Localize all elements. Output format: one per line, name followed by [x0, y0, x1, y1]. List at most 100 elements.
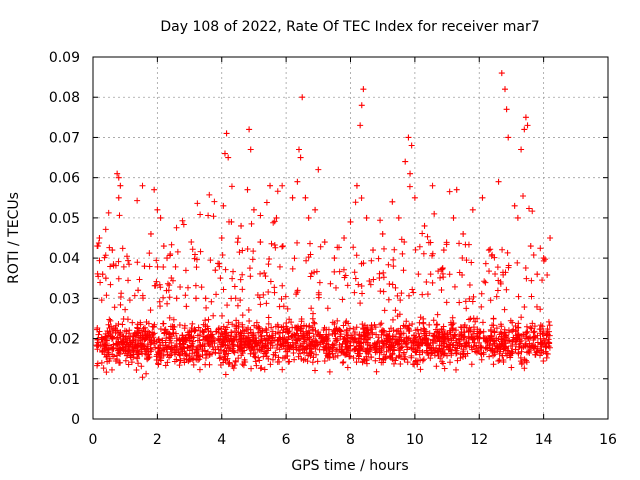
roti-cloud-point	[291, 255, 298, 262]
roti-cloud-point	[229, 275, 236, 282]
roti-cloud-point	[279, 366, 286, 373]
roti-cloud-point	[219, 252, 226, 259]
roti-cloud-point	[395, 340, 402, 347]
roti-cloud-point	[263, 300, 270, 307]
roti-data-point	[407, 170, 414, 177]
roti-data-point	[160, 243, 167, 250]
roti-cloud-point	[403, 318, 410, 325]
roti-cloud-point	[269, 356, 276, 363]
roti-cloud-point	[229, 321, 236, 328]
roti-cloud-point	[273, 345, 280, 352]
roti-cloud-point	[145, 343, 152, 350]
roti-data-point	[495, 178, 502, 185]
roti-cloud-point	[356, 346, 363, 353]
roti-cloud-point	[386, 328, 393, 335]
roti-cloud-point	[456, 336, 463, 343]
roti-cloud-point	[310, 310, 317, 317]
roti-cloud-point	[256, 325, 263, 332]
roti-cloud-point	[342, 319, 349, 326]
roti-cloud-point	[308, 305, 315, 312]
roti-cloud-point	[544, 272, 551, 279]
roti-cloud-point	[479, 319, 486, 326]
roti-cloud-point	[207, 339, 214, 346]
x-tick-label: 6	[282, 432, 291, 448]
roti-cloud-point	[495, 335, 502, 342]
roti-cloud-point	[363, 336, 370, 343]
roti-cloud-point	[408, 352, 415, 359]
roti-cloud-point	[522, 342, 529, 349]
roti-cloud-point	[380, 359, 387, 366]
roti-cloud-point	[335, 244, 342, 251]
roti-cloud-point	[523, 323, 530, 330]
roti-cloud-point	[166, 282, 173, 289]
roti-cloud-point	[215, 260, 222, 267]
roti-cloud-point	[232, 295, 239, 302]
roti-cloud-point	[126, 297, 133, 304]
roti-cloud-point	[202, 317, 209, 324]
y-tick-label: 0.02	[49, 332, 80, 348]
roti-data-point	[315, 166, 322, 173]
roti-cloud-point	[174, 248, 181, 255]
roti-cloud-point	[139, 341, 146, 348]
roti-cloud-point	[239, 323, 246, 330]
roti-cloud-point	[367, 334, 374, 341]
roti-cloud-point	[487, 326, 494, 333]
roti-data-point	[220, 202, 227, 209]
roti-cloud-point	[164, 280, 171, 287]
roti-cloud-point	[412, 246, 419, 253]
roti-cloud-point	[307, 240, 314, 247]
roti-data-point	[522, 114, 529, 121]
roti-cloud-point	[93, 326, 100, 333]
roti-cloud-point	[468, 333, 475, 340]
roti-cloud-point	[155, 335, 162, 342]
roti-cloud-point	[440, 274, 447, 281]
roti-cloud-point	[499, 352, 506, 359]
roti-cloud-point	[217, 336, 224, 343]
roti-cloud-point	[392, 307, 399, 314]
roti-cloud-point	[115, 258, 122, 265]
roti-data-point	[358, 102, 365, 109]
roti-data-point	[223, 130, 230, 137]
roti-cloud-point	[276, 303, 283, 310]
roti-cloud-point	[237, 297, 244, 304]
roti-cloud-point	[110, 353, 117, 360]
roti-cloud-point	[268, 240, 275, 247]
roti-cloud-point	[397, 297, 404, 304]
roti-cloud-point	[158, 357, 165, 364]
roti-cloud-point	[314, 331, 321, 338]
roti-cloud-point	[271, 242, 278, 249]
roti-cloud-point	[122, 357, 129, 364]
roti-cloud-point	[404, 335, 411, 342]
roti-cloud-point	[421, 328, 428, 335]
roti-cloud-point	[246, 317, 253, 324]
roti-cloud-point	[311, 320, 318, 327]
roti-cloud-point	[295, 353, 302, 360]
roti-cloud-point	[331, 268, 338, 275]
roti-data-point	[379, 230, 386, 237]
roti-data-point	[460, 230, 467, 237]
roti-cloud-point	[230, 341, 237, 348]
roti-cloud-point	[441, 334, 448, 341]
roti-cloud-point	[381, 245, 388, 252]
roti-cloud-point	[176, 362, 183, 369]
roti-cloud-point	[220, 286, 227, 293]
roti-cloud-point	[147, 307, 154, 314]
roti-cloud-point	[98, 359, 105, 366]
roti-cloud-point	[502, 332, 509, 339]
roti-cloud-point	[506, 351, 513, 358]
roti-cloud-point	[470, 293, 477, 300]
roti-cloud-point	[424, 233, 431, 240]
roti-data-point	[114, 170, 121, 177]
roti-cloud-point	[173, 356, 180, 363]
roti-cloud-point	[241, 328, 248, 335]
roti-cloud-point	[212, 349, 219, 356]
roti-cloud-point	[490, 352, 497, 359]
roti-cloud-point	[279, 282, 286, 289]
roti-cloud-point	[404, 346, 411, 353]
roti-cloud-point	[429, 250, 436, 257]
roti-cloud-point	[289, 324, 296, 331]
roti-cloud-point	[220, 338, 227, 345]
roti-cloud-point	[181, 337, 188, 344]
roti-cloud-point	[434, 328, 441, 335]
roti-cloud-point	[179, 345, 186, 352]
